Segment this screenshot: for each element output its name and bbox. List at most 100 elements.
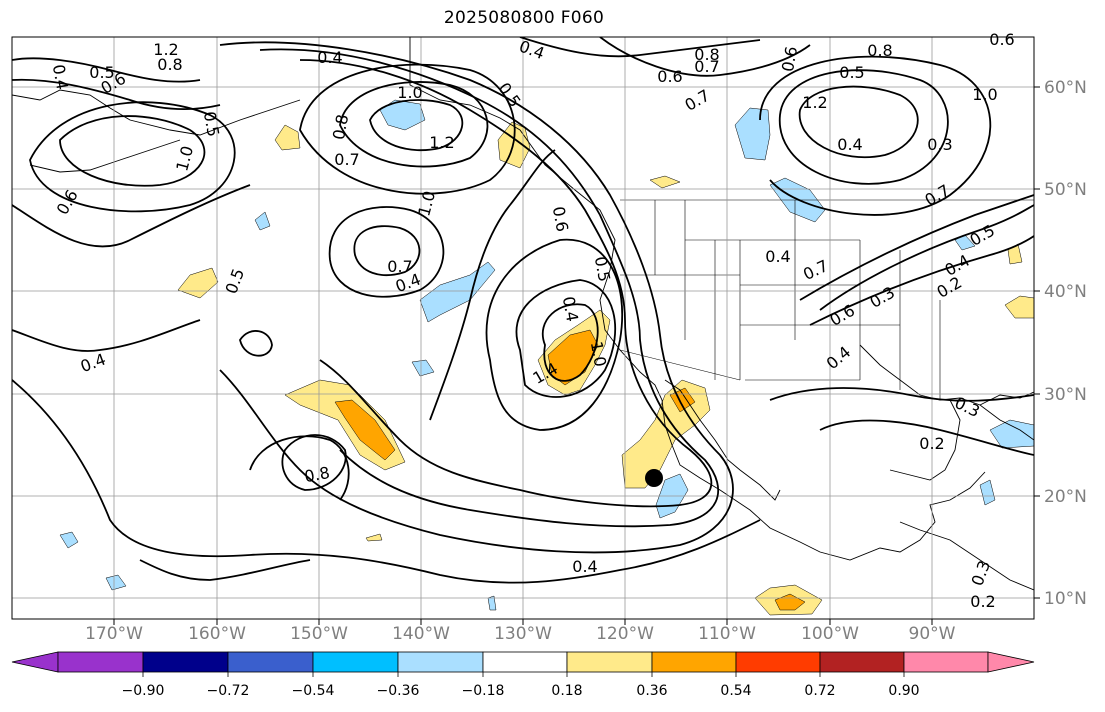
contour-label: 0.8 [329,113,352,141]
shade-neg-6 [989,419,1034,449]
contour-east-high [798,85,919,159]
colorbar-seg-max [987,651,1035,673]
contour-nw-2 [12,78,221,111]
contour-mid-low-2 [328,206,445,298]
contour-02 [12,379,761,584]
shade-pos-13 [1004,295,1034,319]
contour-low-2 [515,279,617,398]
state-borders [619,199,1034,400]
contour-north-1 [519,37,761,58]
contour-label: 0.5 [89,63,114,82]
shade-neg-1 [379,99,426,131]
contour-label: 0.7 [387,257,412,276]
contour-label: 1.0 [972,85,997,104]
contour-trough-2 [259,48,720,528]
lat-label-10n: 10°N [1044,589,1087,609]
contour-label: 0.7 [334,150,359,169]
shade-pos-9 [621,379,711,489]
colorbar-tick-label: −0.18 [461,683,505,699]
colorbar-seg-6 [482,651,568,673]
contour-label: 0.4 [572,557,597,576]
contour-label: 0.5 [839,63,864,82]
contour-label: 0.4 [765,247,790,266]
shade-pos-15 [365,533,383,542]
colorbar-seg-min [11,651,59,673]
colorbar-seg-7 [566,651,653,673]
contour-west-3 [12,184,251,248]
contour-label: 1.2 [429,133,454,152]
contour-ne-1 [819,204,1034,311]
contour-west-1 [59,115,206,187]
lon-label-130w: 130°W [494,624,552,644]
contour-label: 0.6 [657,67,682,86]
lat-label-50n: 50°N [1044,180,1087,200]
contour-pac-2 [239,330,273,357]
colorbar-tick-label: −0.90 [121,683,165,699]
contour-gulf [819,419,1034,456]
contour-label: 0.8 [694,45,719,64]
lon-label-90w: 90°W [908,624,956,644]
colorbar-tick-label: −0.72 [206,683,250,699]
contour-east-2 [779,69,949,185]
colorbar-tick-label: 0.90 [888,683,920,699]
lon-label-160w: 160°W [188,624,246,644]
lon-label-170w: 170°W [85,624,143,644]
shade-pos-4 [649,175,681,189]
colorbar-tick-label: 0.18 [551,683,583,699]
contour-label: 0.2 [970,592,995,611]
shade-pos-1 [274,124,301,151]
contour-label: 0.5 [200,110,223,138]
shade-pos-2 [177,267,219,299]
contour-label: 0.6 [549,205,572,233]
contour-north-2 [599,37,811,77]
contour-label: 1.2 [802,93,827,112]
shade-pos-6 [334,399,396,461]
colorbar [11,651,1035,677]
lat-label-60n: 60°N [1044,78,1087,98]
lat-label-30n: 30°N [1044,385,1087,405]
colorbar-tick-label: 0.36 [636,683,668,699]
colorbar-seg-11 [903,651,989,673]
colorbar-seg-9 [735,651,821,673]
contour-hawaii [281,434,347,491]
shade-neg-7 [979,479,996,506]
colorbar-tick-label: 0.54 [720,683,752,699]
contour-label: 1.0 [397,83,422,102]
contour-west-2 [29,101,236,213]
colorbar-seg-5 [397,651,484,673]
contour-label: 0.8 [867,41,892,60]
colorbar-seg-2 [142,651,229,673]
shade-neg-10 [254,211,271,231]
contour-trough-1 [299,59,713,508]
contour-sw-1 [139,559,311,581]
shade-neg-2 [734,107,771,161]
shade-neg-8 [59,531,79,549]
contour-gulf-2 [769,387,1034,402]
contour-east-3 [759,55,992,216]
contour-trough-4 [429,149,556,421]
contour-alaska-high [369,99,464,152]
contour-ne-3 [799,194,1034,301]
lat-label-20n: 20°N [1044,487,1087,507]
colorbar-tick-label: −0.54 [291,683,335,699]
colorbar-seg-8 [651,651,737,673]
contours [12,37,1034,584]
contour-label: 0.2 [919,434,944,453]
contour-label: 0.4 [837,135,862,154]
contour-label: 0.4 [317,48,342,67]
lon-label-110w: 110°W [698,624,756,644]
contour-label: 1.0 [587,340,610,368]
contour-label: 0.7 [694,57,719,76]
contour-alaska-3 [299,63,516,195]
lon-label-100w: 100°W [801,624,859,644]
contour-low-inner [542,303,599,382]
contour-label: 0.6 [778,45,801,73]
colorbar-seg-1 [57,651,144,673]
contour-label: 0.8 [303,463,331,486]
contour-low-3 [485,238,624,431]
colorbar-seg-10 [819,651,905,673]
contour-nw-1 [12,57,201,83]
colorbar-seg-4 [312,651,399,673]
contour-label: 0.4 [559,295,582,323]
